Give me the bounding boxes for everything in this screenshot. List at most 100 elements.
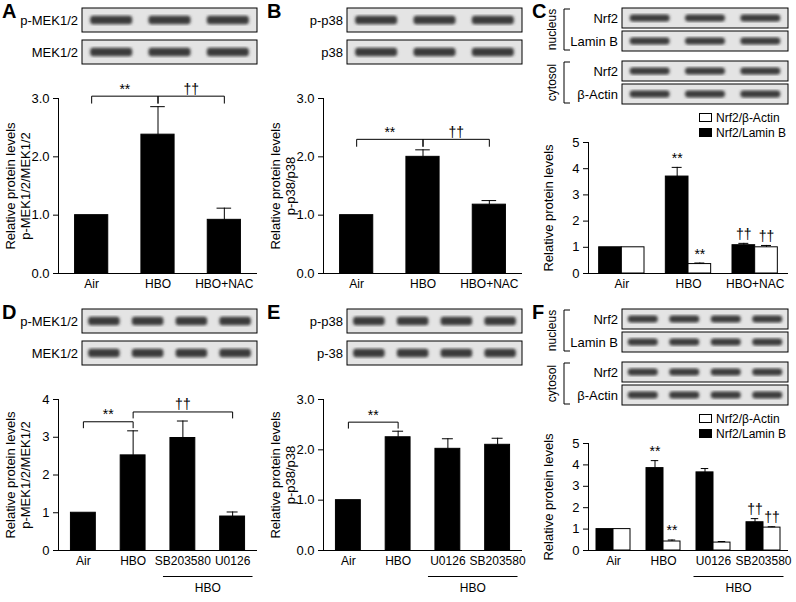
- html-text:Relative protein levels: Relative protein levels: [539, 143, 555, 272]
- svg-text:Nrf2: Nrf2: [593, 365, 618, 380]
- svg-text:p-p38: p-p38: [310, 314, 343, 329]
- svg-text:β-Actin: β-Actin: [577, 87, 618, 102]
- svg-text:Nrf2: Nrf2: [593, 312, 618, 327]
- html-text:Relative protein levels p-p38/: Relative protein levels p-p38/p38: [267, 410, 297, 539]
- svg-text:Air: Air: [614, 277, 629, 291]
- svg-text:**: **: [384, 124, 395, 140]
- svg-text:nucleus: nucleus: [545, 310, 559, 351]
- svg-text:3.0: 3.0: [31, 91, 49, 106]
- svg-text:**: **: [694, 246, 705, 262]
- svg-text:Air: Air: [349, 277, 364, 291]
- svg-text:HBO: HBO: [195, 581, 221, 595]
- html-text:Relative protein levels p-p38/: Relative protein levels p-p38/p38: [267, 121, 297, 250]
- svg-text:HBO: HBO: [120, 554, 146, 568]
- html-text:Nrf2/Lamin B: Nrf2/Lamin B: [716, 125, 786, 140]
- svg-text:MEK1/2: MEK1/2: [32, 346, 78, 361]
- svg-text:HBO: HBO: [410, 277, 436, 291]
- svg-text:3: 3: [572, 187, 579, 202]
- svg-text:0: 0: [572, 543, 579, 558]
- svg-text:1: 1: [42, 505, 49, 520]
- svg-text:Lamin B: Lamin B: [570, 335, 618, 350]
- svg-text:HBO: HBO: [385, 554, 411, 568]
- html-text:Relative protein levels: Relative protein levels: [539, 432, 555, 561]
- svg-text:4: 4: [42, 392, 49, 407]
- svg-text:U0126: U0126: [215, 554, 251, 568]
- svg-text:Lamin B: Lamin B: [570, 34, 618, 49]
- svg-text:††: ††: [764, 509, 780, 525]
- svg-text:U0126: U0126: [430, 554, 466, 568]
- svg-text:nucleus: nucleus: [545, 9, 559, 50]
- svg-text:4: 4: [572, 457, 579, 472]
- svg-text:Nrf2: Nrf2: [593, 11, 618, 26]
- svg-text:**: **: [103, 406, 114, 422]
- svg-text:0.0: 0.0: [31, 266, 49, 281]
- svg-text:0: 0: [572, 266, 579, 281]
- svg-text:U0126: U0126: [696, 554, 732, 568]
- html-text:A: A: [2, 0, 17, 22]
- svg-text:2: 2: [572, 500, 579, 515]
- svg-text:HBO: HBO: [675, 277, 701, 291]
- svg-text:SB203580: SB203580: [470, 554, 526, 568]
- svg-text:p-p38: p-p38: [310, 13, 343, 28]
- svg-text:0.0: 0.0: [296, 266, 314, 281]
- svg-text:**: **: [368, 407, 379, 423]
- svg-text:p-MEK1/2: p-MEK1/2: [20, 314, 78, 329]
- svg-text:**: **: [650, 443, 661, 459]
- svg-text:β-Actin: β-Actin: [577, 388, 618, 403]
- svg-text:5: 5: [572, 436, 579, 451]
- svg-text:cytosol: cytosol: [545, 64, 559, 101]
- svg-text:p-38: p-38: [317, 346, 343, 361]
- svg-text:3: 3: [572, 478, 579, 493]
- svg-text:2: 2: [42, 467, 49, 482]
- svg-text:0: 0: [42, 543, 49, 558]
- html-text:D: D: [2, 301, 17, 323]
- svg-text:4: 4: [572, 161, 579, 176]
- svg-text:2.0: 2.0: [296, 442, 314, 457]
- svg-text:**: **: [119, 81, 130, 97]
- svg-text:**: **: [672, 150, 683, 166]
- svg-text:HBO: HBO: [145, 277, 171, 291]
- svg-text:HBO+NAC: HBO+NAC: [726, 277, 785, 291]
- svg-text:Air: Air: [341, 554, 356, 568]
- svg-text:††: ††: [747, 501, 763, 517]
- svg-text:HBO: HBO: [650, 554, 676, 568]
- svg-text:††: ††: [183, 81, 199, 97]
- svg-text:**: **: [667, 522, 678, 538]
- svg-text:††: ††: [736, 226, 752, 242]
- html-text:C: C: [532, 0, 547, 22]
- svg-text:p-MEK1/2: p-MEK1/2: [20, 13, 78, 28]
- svg-text:2: 2: [572, 213, 579, 228]
- svg-text:cytosol: cytosol: [545, 365, 559, 402]
- svg-text:1.0: 1.0: [31, 207, 49, 222]
- html-text:Relative protein levels p-MEK1: Relative protein levels p-MEK1/2/MEK1/2: [2, 121, 32, 250]
- svg-text:2.0: 2.0: [31, 149, 49, 164]
- svg-text:2.0: 2.0: [296, 149, 314, 164]
- svg-text:MEK1/2: MEK1/2: [32, 45, 78, 60]
- svg-text:5: 5: [572, 135, 579, 150]
- svg-text:3.0: 3.0: [296, 91, 314, 106]
- svg-text:3: 3: [42, 429, 49, 444]
- svg-text:Air: Air: [76, 554, 91, 568]
- svg-text:Nrf2: Nrf2: [593, 64, 618, 79]
- svg-text:SB203580: SB203580: [155, 554, 211, 568]
- svg-text:††: ††: [759, 228, 775, 244]
- svg-text:HBO: HBO: [725, 581, 751, 595]
- svg-text:SB203580: SB203580: [735, 554, 791, 568]
- svg-text:††: ††: [175, 396, 191, 412]
- svg-text:Air: Air: [606, 554, 621, 568]
- svg-text:HBO: HBO: [460, 581, 486, 595]
- svg-text:††: ††: [448, 124, 464, 140]
- svg-text:HBO+NAC: HBO+NAC: [460, 277, 519, 291]
- svg-text:1: 1: [572, 521, 579, 536]
- svg-text:1: 1: [572, 239, 579, 254]
- svg-text:HBO+NAC: HBO+NAC: [195, 277, 254, 291]
- svg-text:1.0: 1.0: [296, 207, 314, 222]
- svg-text:Air: Air: [84, 277, 99, 291]
- svg-text:3.0: 3.0: [296, 392, 314, 407]
- svg-text:1.0: 1.0: [296, 492, 314, 507]
- html-text:B: B: [267, 0, 282, 22]
- html-text:Relative protein levels p-MEK1: Relative protein levels p-MEK1/2/MEK1/2: [2, 410, 32, 539]
- svg-text:p38: p38: [321, 45, 343, 60]
- html-text:Nrf2/β-Actin: Nrf2/β-Actin: [716, 110, 780, 125]
- svg-text:0.0: 0.0: [296, 543, 314, 558]
